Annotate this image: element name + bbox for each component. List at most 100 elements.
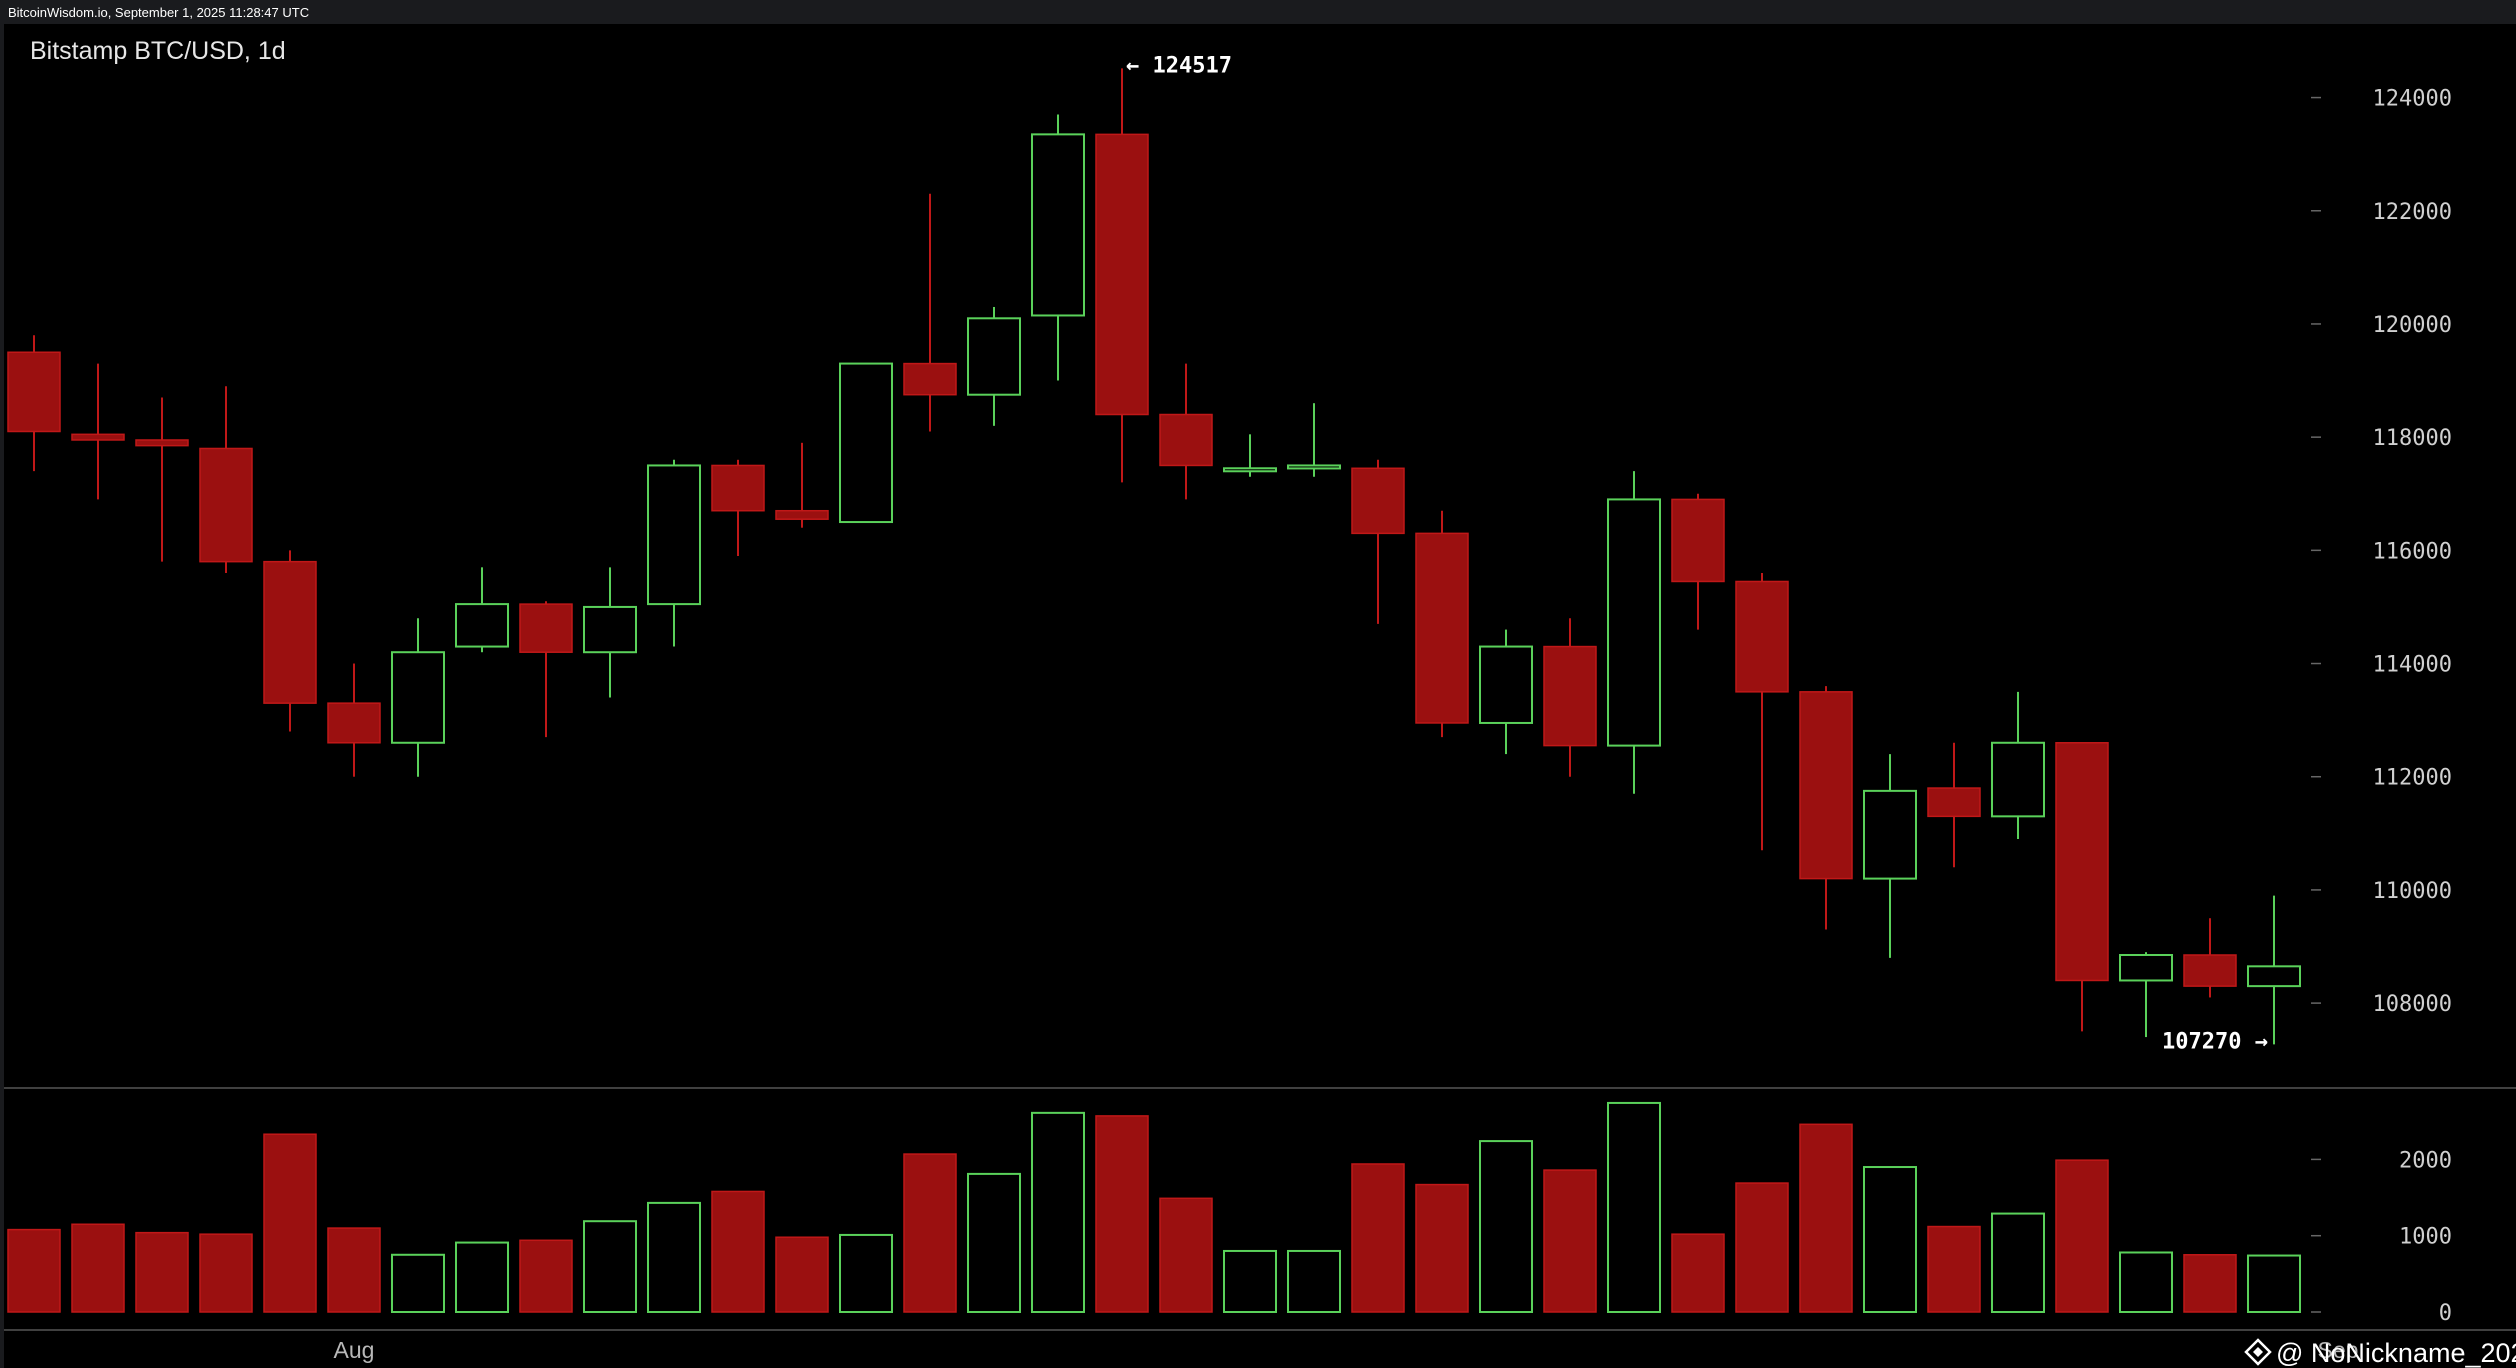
- candle-body: [2183, 954, 2237, 987]
- candle: [2183, 918, 2237, 998]
- candle-body: [2119, 954, 2173, 982]
- chart-background: [4, 24, 2516, 1368]
- price-tick-label: 110000: [2373, 879, 2452, 904]
- volume-bar: [647, 1201, 701, 1313]
- source-timestamp: BitcoinWisdom.io, September 1, 2025 11:2…: [8, 5, 310, 20]
- candle-body: [7, 351, 61, 433]
- volume-bar: [2119, 1251, 2173, 1313]
- candle: [711, 459, 765, 556]
- candle-body: [327, 702, 381, 744]
- candlestick-chart[interactable]: Bitstamp BTC/USD, 1d 1080001100001120001…: [4, 24, 2516, 1368]
- candle-body: [1671, 498, 1725, 583]
- candle-body: [1991, 741, 2045, 818]
- candle-body: [1031, 133, 1085, 317]
- candle: [1479, 629, 1533, 755]
- volume-bar: [391, 1253, 445, 1314]
- volume-bar: [199, 1233, 253, 1313]
- candle-body: [1735, 580, 1789, 693]
- volume-tick-label: 1000: [2399, 1225, 2452, 1250]
- candle-body: [583, 605, 637, 654]
- candle: [455, 567, 509, 653]
- volume-bar: [1351, 1163, 1405, 1313]
- volume-bar: [1031, 1111, 1085, 1314]
- chart-area[interactable]: Bitstamp BTC/USD, 1d 108000 110000 112000 1…: [4, 24, 2516, 1368]
- candle: [967, 306, 1021, 426]
- time-tick-label: Sep: [2318, 1337, 2359, 1363]
- volume-bar: [2247, 1254, 2301, 1313]
- candle: [1415, 510, 1469, 738]
- candle: [1159, 363, 1213, 500]
- candle: [1095, 68, 1149, 483]
- candle: [1863, 754, 1917, 958]
- volume-bars: [7, 1101, 2301, 1314]
- volume-bar: [71, 1223, 125, 1313]
- volume-bar: [775, 1236, 829, 1313]
- price-tick-label: 120000: [2373, 313, 2452, 338]
- candle-body: [1479, 645, 1533, 724]
- candle: [839, 362, 893, 524]
- candle-body: [1927, 787, 1981, 818]
- candle-body: [1415, 532, 1469, 724]
- candle-body: [391, 651, 445, 744]
- candle-body: [1287, 464, 1341, 470]
- candle: [775, 442, 829, 528]
- candle: [391, 618, 445, 777]
- candle-body: [199, 447, 253, 563]
- candle: [1799, 686, 1853, 930]
- candle-body: [1223, 467, 1277, 473]
- candle-body: [711, 464, 765, 512]
- volume-bar: [839, 1233, 893, 1314]
- candle: [71, 363, 125, 500]
- candle: [1735, 572, 1789, 851]
- candle: [1287, 403, 1341, 477]
- watermark-text: @ NoNickname_2025: [2276, 1338, 2516, 1368]
- volume-bar: [1607, 1101, 1661, 1313]
- candle-body: [1607, 498, 1661, 747]
- annotations: ← 124517 107270 →: [1126, 53, 2268, 1054]
- candle: [135, 397, 189, 562]
- price-tick-label: 118000: [2373, 426, 2452, 451]
- top-bar: BitcoinWisdom.io, September 1, 2025 11:2…: [0, 0, 2516, 24]
- volume-tick-label: 2000: [2399, 1148, 2452, 1173]
- volume-bar: [1159, 1197, 1213, 1313]
- candle: [1927, 742, 1981, 868]
- candle-body: [1799, 691, 1853, 880]
- price-tick-label: 116000: [2373, 539, 2452, 564]
- candle-body: [1543, 645, 1597, 747]
- volume-bar: [711, 1190, 765, 1313]
- candle: [519, 601, 573, 738]
- candle: [199, 386, 253, 573]
- price-tick-label: 108000: [2373, 992, 2452, 1017]
- price-annotation: 107270 →: [2162, 1029, 2268, 1054]
- candle-body: [455, 603, 509, 648]
- volume-bar: [1543, 1169, 1597, 1313]
- candle: [2119, 952, 2173, 1038]
- price-axis: 108000 110000 112000 114000 116000 118000 1200…: [2311, 87, 2452, 1017]
- watermark: @ NoNickname_2025: [2244, 1338, 2516, 1368]
- volume-bar: [1799, 1123, 1853, 1313]
- candle-body: [967, 317, 1021, 396]
- price-tick-label: 112000: [2373, 766, 2452, 791]
- candles: [7, 68, 2301, 1045]
- volume-bar: [455, 1241, 509, 1314]
- candle: [2247, 895, 2301, 1045]
- candle-body: [135, 439, 189, 447]
- candle: [647, 459, 701, 647]
- volume-bar: [2055, 1159, 2109, 1313]
- candle-body: [519, 603, 573, 653]
- candle-body: [647, 464, 701, 606]
- price-tick-label: 122000: [2373, 200, 2452, 225]
- candle-body: [775, 509, 829, 520]
- candle-body: [1159, 413, 1213, 467]
- candle-body: [71, 433, 125, 441]
- candle-body: [839, 362, 893, 524]
- volume-bar: [135, 1231, 189, 1313]
- candle: [1543, 618, 1597, 777]
- candle: [1991, 691, 2045, 839]
- candle: [1671, 493, 1725, 630]
- volume-bar: [1735, 1182, 1789, 1313]
- volume-bar: [1415, 1183, 1469, 1313]
- price-tick-label: 114000: [2373, 653, 2452, 678]
- candle-body: [2055, 742, 2109, 982]
